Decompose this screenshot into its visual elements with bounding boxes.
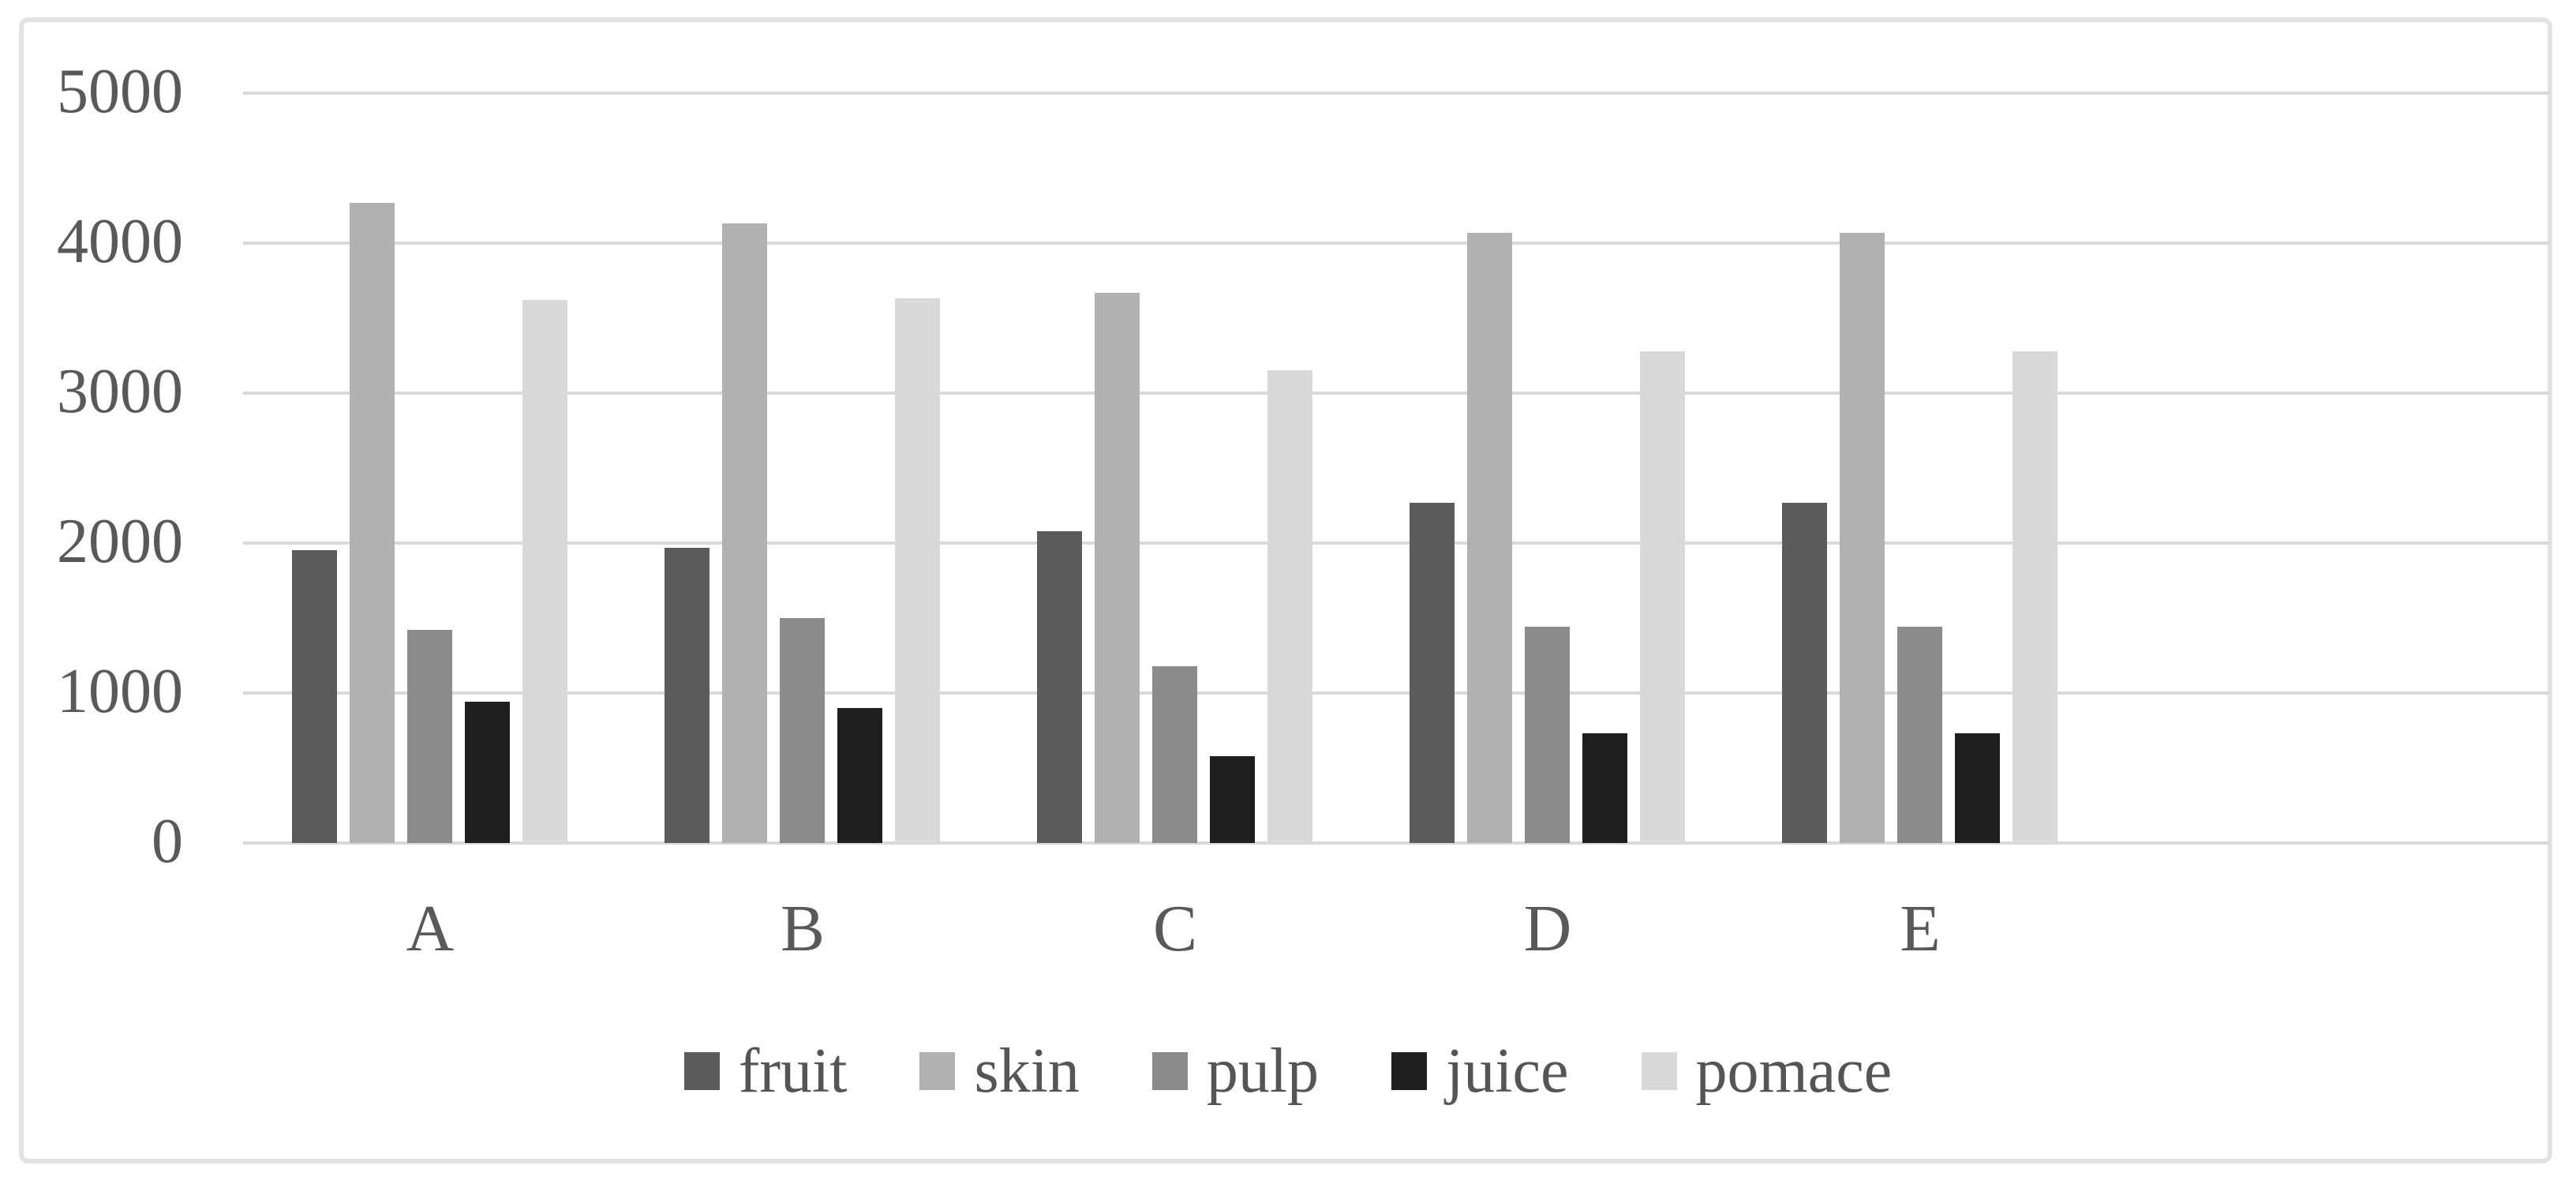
bar-E-fruit [1782, 503, 1827, 843]
gridline-5000 [243, 92, 2549, 95]
bar-A-pomace [522, 300, 567, 843]
bar-A-fruit [292, 550, 337, 843]
y-tick-label-1000: 1000 [57, 657, 183, 726]
legend-label-pulp: pulp [1206, 1036, 1320, 1106]
gridline-2000 [243, 541, 2549, 545]
bar-E-pomace [2012, 351, 2057, 843]
legend-item-skin: skin [919, 1036, 1080, 1107]
bar-A-juice [465, 702, 510, 843]
bar-D-fruit [1410, 503, 1455, 843]
y-tick-label-2000: 2000 [57, 507, 183, 576]
bar-B-pulp [780, 618, 825, 843]
y-tick-label-3000: 3000 [57, 357, 183, 426]
x-tick-label-D: D [1523, 892, 1572, 965]
legend-item-juice: juice [1391, 1036, 1569, 1107]
bar-A-pulp [407, 630, 452, 843]
legend-swatch-skin [919, 1052, 956, 1090]
bar-B-skin [722, 223, 767, 843]
bar-C-juice [1210, 756, 1255, 843]
y-tick-label-5000: 5000 [57, 57, 183, 126]
bar-E-juice [1955, 733, 2000, 843]
legend-swatch-fruit [683, 1052, 720, 1090]
x-tick-label-E: E [1900, 892, 1941, 965]
x-tick-label-B: B [780, 892, 826, 965]
x-tick-label-A: A [406, 892, 455, 965]
bar-C-pulp [1152, 666, 1197, 843]
bar-A-skin [350, 203, 395, 843]
legend-label-fruit: fruit [738, 1036, 848, 1106]
y-tick-label-0: 0 [152, 807, 183, 876]
bar-C-fruit [1037, 531, 1082, 843]
bar-E-pulp [1897, 627, 1942, 843]
bar-B-fruit [665, 548, 710, 843]
legend-swatch-juice [1391, 1052, 1428, 1090]
bar-D-skin [1467, 233, 1512, 843]
bar-D-pulp [1525, 627, 1570, 843]
legend-swatch-pulp [1151, 1052, 1188, 1090]
bar-B-juice [837, 708, 882, 843]
bar-D-juice [1582, 733, 1627, 843]
legend-label-juice: juice [1446, 1036, 1569, 1106]
gridline-0 [243, 841, 2549, 845]
plot-area [243, 92, 2549, 845]
legend-item-pomace: pomace [1641, 1036, 1893, 1107]
x-tick-label-C: C [1152, 892, 1198, 965]
y-axis: 0 1000 2000 3000 4000 5000 [0, 0, 183, 1184]
legend-item-fruit: fruit [683, 1036, 848, 1107]
legend-swatch-pomace [1641, 1052, 1677, 1090]
gridline-3000 [243, 392, 2549, 395]
legend-item-pulp: pulp [1151, 1036, 1320, 1107]
y-tick-label-4000: 4000 [57, 207, 183, 276]
bar-C-pomace [1267, 370, 1312, 843]
legend: fruit skin pulp juice pomace [0, 1036, 2576, 1107]
bar-E-skin [1840, 233, 1885, 843]
legend-label-pomace: pomace [1695, 1036, 1893, 1106]
bar-B-pomace [895, 298, 940, 843]
legend-label-skin: skin [974, 1036, 1080, 1106]
gridline-1000 [243, 691, 2549, 695]
gridline-4000 [243, 242, 2549, 245]
bar-D-pomace [1640, 351, 1685, 843]
bar-C-skin [1095, 293, 1140, 843]
